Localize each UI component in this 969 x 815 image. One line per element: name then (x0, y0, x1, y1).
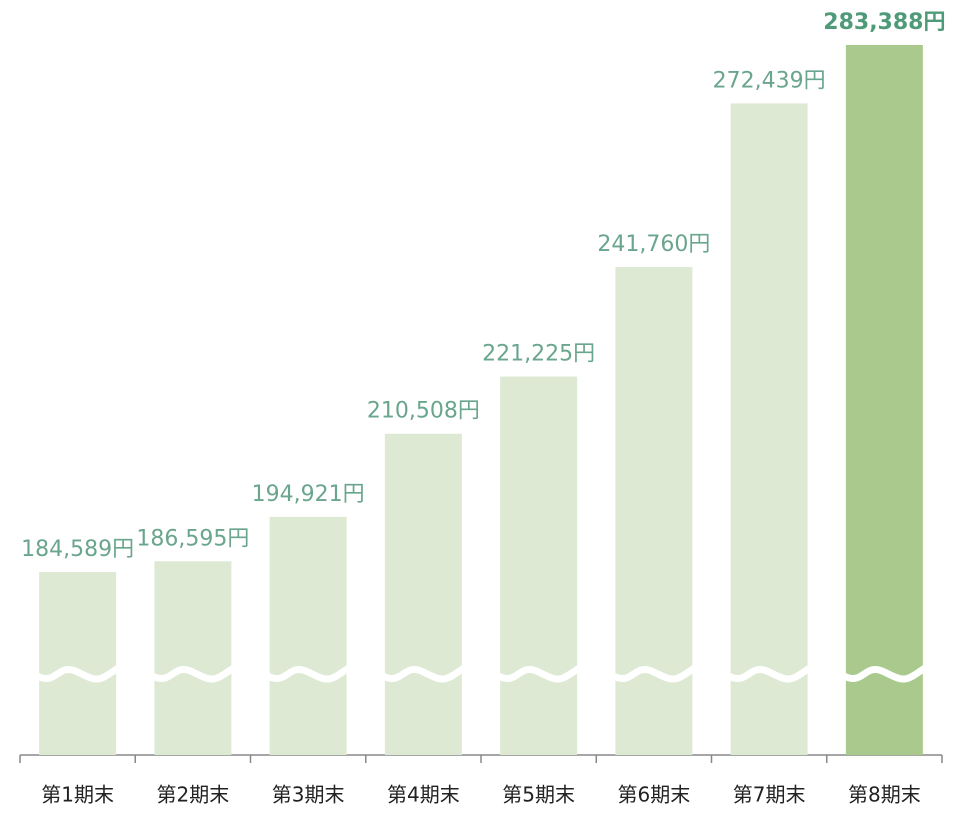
x-tick-label: 第1期末 (41, 783, 114, 807)
bar (39, 572, 117, 755)
x-tick-label: 第3期末 (272, 783, 345, 807)
axis-break (496, 665, 582, 683)
axis-break (35, 665, 121, 683)
value-label: 184,589円 (21, 537, 134, 562)
x-tick-label: 第6期末 (618, 783, 691, 807)
axis-break (266, 665, 351, 683)
axis-break (381, 665, 466, 683)
x-tick-label: 第4期末 (387, 783, 460, 807)
bar (269, 516, 347, 755)
axis-break (727, 665, 812, 683)
bar (845, 45, 923, 755)
value-label: 272,439円 (713, 68, 826, 93)
bar (615, 267, 693, 755)
value-label: 283,388円 (823, 10, 945, 35)
axis-break (842, 665, 927, 683)
value-label: 186,595円 (136, 526, 249, 551)
bar (154, 561, 232, 755)
value-label: 221,225円 (482, 342, 595, 367)
value-label: 241,760円 (597, 232, 710, 257)
x-tick-label: 第8期末 (848, 783, 921, 807)
bar (384, 433, 462, 755)
x-tick-label: 第7期末 (733, 783, 806, 807)
x-tick-label: 第2期末 (157, 783, 230, 807)
axis-break (611, 665, 697, 683)
bar (730, 103, 808, 755)
value-label: 210,508円 (367, 399, 480, 424)
x-tick-label: 第5期末 (502, 783, 575, 807)
bar (500, 376, 578, 755)
axis-break (150, 665, 236, 683)
value-label: 194,921円 (252, 482, 365, 507)
